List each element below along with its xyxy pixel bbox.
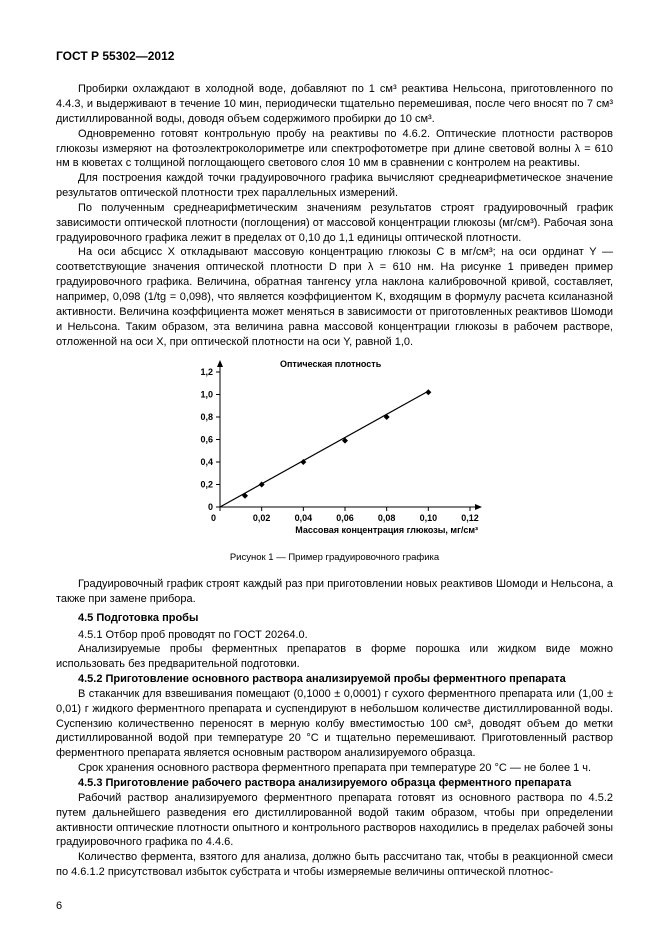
svg-text:0,4: 0,4 (200, 457, 213, 467)
para-3: Для построения каждой точки градуировочн… (56, 171, 613, 201)
svg-text:0,10: 0,10 (419, 513, 437, 523)
para-4-5-1: 4.5.1 Отбор проб проводят по ГОСТ 20264.… (56, 628, 613, 643)
svg-text:0,02: 0,02 (252, 513, 270, 523)
section-4-5-3-title: 4.5.3 Приготовление рабочего раствора ан… (78, 777, 571, 789)
svg-text:0: 0 (207, 502, 212, 512)
svg-text:0,04: 0,04 (294, 513, 312, 523)
para-5: На оси абсцисс X откладывают массовую ко… (56, 245, 613, 349)
figure-1: 0 0,2 0,4 0,6 0,8 1,0 1,2 0 0,02 0,04 0,06 0,08 0,10… (56, 357, 613, 542)
svg-text:0,2: 0,2 (200, 480, 213, 490)
section-4-5-2: 4.5.2 Приготовление основного раствора а… (56, 672, 613, 687)
calibration-chart: 0 0,2 0,4 0,6 0,8 1,0 1,2 0 0,02 0,04 0,06 0,08 0,10… (180, 357, 490, 542)
chart-svg: 0 0,2 0,4 0,6 0,8 1,0 1,2 0 0,02 0,04 0,06 0,08 0,10… (180, 357, 490, 537)
section-4-5: 4.5 Подготовка пробы (56, 611, 613, 626)
para-1: Пробирки охлаждают в холодной воде, доба… (56, 82, 613, 127)
figure-caption: Рисунок 1 — Пример градуировочного графи… (56, 552, 613, 565)
para-6: Градуировочный график строят каждый раз … (56, 577, 613, 607)
svg-text:Массовая концентрация глюкозы,: Массовая концентрация глюкозы, мг/см³ (295, 525, 478, 535)
svg-text:0,06: 0,06 (336, 513, 354, 523)
svg-text:0,08: 0,08 (377, 513, 395, 523)
svg-text:0,8: 0,8 (200, 412, 213, 422)
para-10: Рабочий раствор анализируемого ферментно… (56, 791, 613, 850)
svg-text:0: 0 (210, 513, 215, 523)
para-4: По полученным среднеарифметическим значе… (56, 201, 613, 246)
svg-text:Оптическая плотность: Оптическая плотность (280, 359, 382, 369)
doc-header: ГОСТ Р 55302—2012 (56, 48, 613, 64)
page-number: 6 (56, 899, 62, 914)
para-2: Одновременно готовят контрольную пробу н… (56, 127, 613, 172)
para-8: В стаканчик для взвешивания помещают (0,… (56, 687, 613, 761)
svg-text:1,2: 1,2 (200, 367, 213, 377)
section-4-5-3: 4.5.3 Приготовление рабочего раствора ан… (56, 776, 613, 791)
para-11: Количество фермента, взятого для анализа… (56, 850, 613, 880)
svg-text:1,0: 1,0 (200, 390, 213, 400)
para-7: Анализируемые пробы ферментных препарато… (56, 642, 613, 672)
svg-text:0,6: 0,6 (200, 435, 213, 445)
para-9: Срок хранения основного раствора фермент… (56, 761, 613, 776)
svg-text:0,12: 0,12 (461, 513, 479, 523)
section-4-5-2-title: 4.5.2 Приготовление основного раствора а… (78, 673, 566, 685)
